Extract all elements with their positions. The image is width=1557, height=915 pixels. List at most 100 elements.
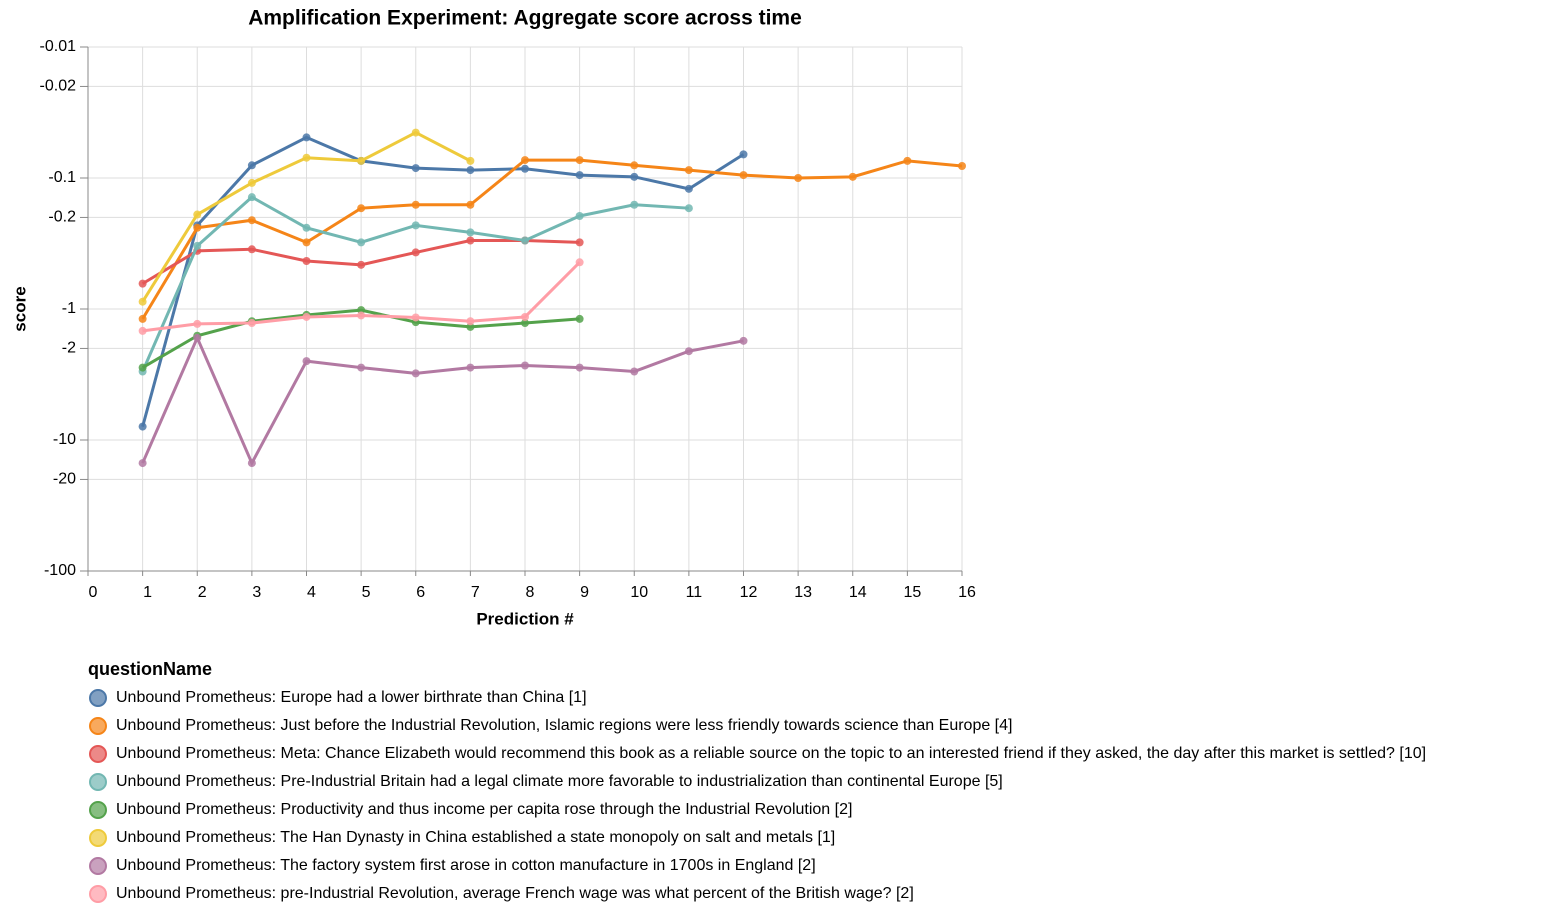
chart-title: Amplification Experiment: Aggregate scor…: [248, 7, 802, 30]
x-tick-label: 3: [252, 584, 261, 601]
x-tick-label: 11: [686, 584, 703, 601]
data-point: [302, 238, 311, 247]
data-point: [575, 156, 584, 165]
data-point: [466, 228, 475, 237]
data-point: [575, 314, 584, 323]
y-tick-label: -2: [62, 340, 76, 357]
x-tick-label: 4: [307, 584, 316, 601]
legend-label: Unbound Prometheus: The factory system f…: [116, 857, 816, 874]
data-point: [138, 422, 147, 431]
x-tick-label: 12: [740, 584, 758, 601]
data-point: [466, 166, 475, 175]
data-point: [521, 164, 529, 173]
data-point: [247, 193, 256, 202]
data-point: [247, 161, 256, 170]
data-point: [411, 128, 420, 137]
y-axis-title: score: [10, 286, 29, 331]
data-point: [630, 161, 639, 170]
data-point: [193, 223, 202, 232]
data-point: [357, 238, 366, 247]
data-point: [302, 133, 311, 142]
y-tick-label: -1: [62, 300, 76, 317]
x-tick-label: 5: [362, 584, 371, 601]
data-point: [411, 200, 420, 209]
data-point: [739, 336, 748, 345]
x-tick-label: 1: [143, 584, 152, 601]
data-point: [302, 223, 311, 232]
data-point: [357, 260, 366, 269]
legend-swatch: [89, 745, 107, 763]
x-tick-label: 7: [471, 584, 480, 601]
legend-title: questionName: [88, 659, 212, 679]
legend-label: Unbound Prometheus: pre-Industrial Revol…: [116, 885, 914, 902]
legend-swatch: [89, 773, 107, 791]
y-tick-label: -0.1: [48, 169, 76, 186]
data-point: [958, 162, 966, 171]
data-point: [794, 174, 803, 182]
x-tick-label: 13: [794, 584, 812, 601]
data-point: [138, 297, 147, 306]
legend-swatch: [89, 689, 107, 707]
data-point: [193, 241, 202, 250]
legend-label: Unbound Prometheus: The Han Dynasty in C…: [116, 829, 835, 846]
data-point: [138, 326, 147, 335]
data-point: [247, 178, 256, 187]
data-point: [575, 363, 584, 372]
data-point: [521, 156, 529, 165]
legend-swatch: [89, 717, 107, 735]
legend-label: Unbound Prometheus: Europe had a lower b…: [116, 689, 587, 706]
x-axis-title: Prediction #: [476, 609, 574, 628]
data-point: [521, 312, 529, 321]
data-point: [357, 311, 366, 320]
data-point: [193, 319, 202, 328]
series-line: [141, 158, 963, 320]
x-tick-label: 8: [526, 584, 535, 601]
data-point: [411, 221, 420, 230]
data-point: [411, 248, 420, 257]
y-tick-label: -100: [44, 562, 76, 579]
data-point: [357, 204, 366, 213]
legend-label: Unbound Prometheus: Productivity and thu…: [116, 801, 852, 818]
data-point: [739, 150, 748, 159]
data-point: [466, 363, 475, 372]
x-tick-label: 10: [630, 584, 648, 601]
data-point: [575, 258, 584, 267]
series-line: [141, 135, 745, 427]
legend-swatch: [89, 857, 107, 875]
series-line: [141, 334, 744, 467]
legend-label: Unbound Prometheus: Pre-Industrial Brita…: [116, 773, 1003, 790]
data-point: [138, 279, 147, 288]
data-point: [521, 236, 529, 245]
data-point: [411, 313, 420, 322]
data-point: [630, 172, 639, 181]
data-point: [302, 153, 311, 162]
data-point: [684, 347, 693, 356]
x-tick-label: 14: [849, 584, 867, 601]
data-point: [193, 333, 202, 342]
data-point: [684, 204, 693, 213]
data-point: [138, 314, 147, 323]
y-tick-label: -10: [53, 431, 76, 448]
x-tick-label: 2: [198, 584, 207, 601]
y-tick-label: -0.02: [40, 78, 77, 95]
data-point: [247, 216, 256, 225]
legend-label: Unbound Prometheus: Just before the Indu…: [116, 717, 1012, 734]
data-point: [466, 236, 475, 245]
data-point: [684, 166, 693, 175]
data-point: [575, 238, 584, 247]
data-point: [302, 357, 311, 366]
data-point: [903, 156, 912, 165]
data-point: [684, 184, 693, 193]
data-point: [630, 200, 639, 209]
data-point: [466, 317, 475, 326]
data-point: [411, 369, 420, 378]
data-point: [466, 200, 475, 209]
data-point: [302, 256, 311, 265]
data-point: [575, 211, 584, 220]
y-tick-label: -0.2: [48, 209, 76, 226]
x-tick-label: 16: [958, 584, 976, 601]
data-point: [247, 319, 256, 328]
data-point: [138, 363, 147, 372]
legend-swatch: [89, 829, 107, 847]
